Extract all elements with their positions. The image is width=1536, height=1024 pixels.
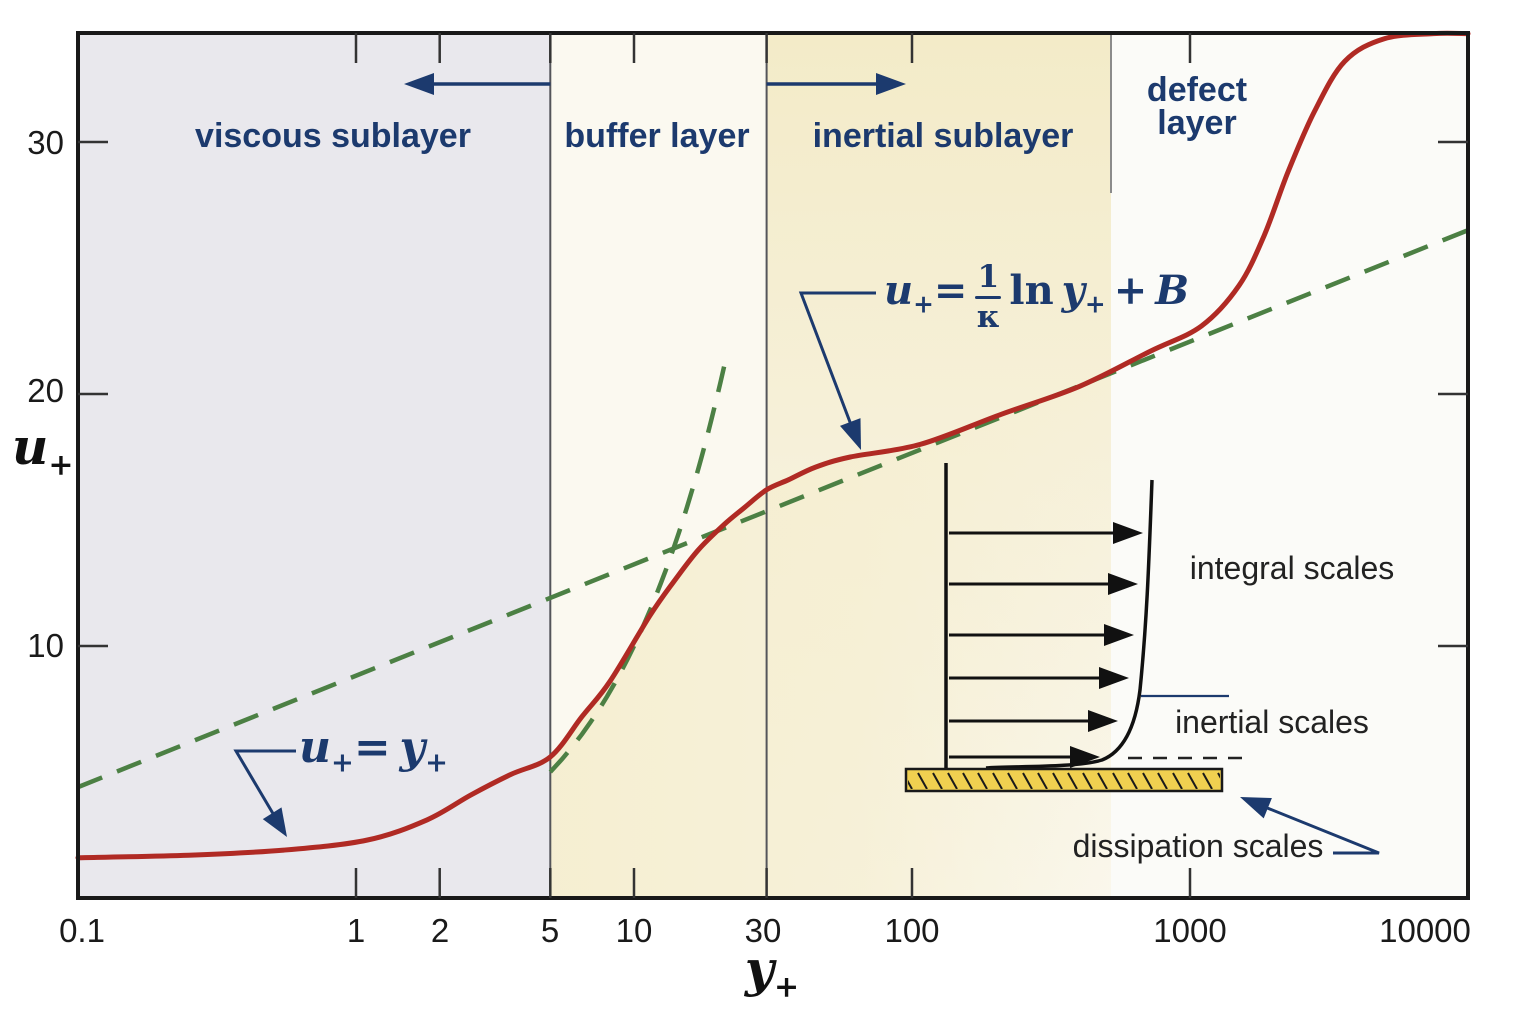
eq2-fraction: 1 κ [975,259,1002,336]
eq1-rhs: y [399,722,426,773]
equation-log-law: u+= 1 κ ln y+ + B [884,259,1190,336]
y-tick-20: 20 [27,372,64,409]
y-axis-sub: + [48,447,74,483]
equation-linear-law: u+= y+ [299,724,448,787]
eq2-tail-group: ln y+ + B [1009,266,1190,327]
y-axis-label: u+ [12,420,74,493]
y-tick-10: 10 [27,627,64,664]
inset-label-dissipation-scales: dissipation scales [1072,828,1324,864]
x-tick-1: 1 [346,912,366,949]
eq2-frac-den: κ [976,299,1001,336]
defect-layer-line2: layer [1157,104,1237,142]
defect-layer-line1: defect [1146,71,1248,109]
region-label-buffer-layer: buffer layer [564,117,750,155]
x-axis-letter: y [744,939,774,998]
inset-label-inertial-scales: inertial scales [1175,704,1369,740]
x-tick-0p1: 0.1 [59,912,105,949]
x-axis-sub: + [773,969,800,1005]
eq2-plus: + [1113,266,1148,314]
x-tick-2: 2 [430,912,450,949]
x-tick-5: 5 [540,912,560,949]
eq2-B: B [1155,266,1190,314]
inset-label-integral-scales: integral scales [1189,550,1395,586]
eq2-lhs-group: u+= [884,266,968,327]
y-tick-30: 30 [27,124,64,161]
eq2-lhs: u [884,266,914,314]
region-label-inertial-sublayer: inertial sublayer [812,117,1074,155]
eq2-arg-sub: + [1084,289,1106,319]
eq1-lhs-sub: + [331,746,354,779]
x-tick-10000: 10000 [1379,912,1471,949]
x-tick-100: 100 [884,912,940,949]
eq2-arg: y [1061,266,1085,314]
x-tick-30: 30 [744,912,782,949]
region-label-viscous-sublayer: viscous sublayer [195,117,471,155]
eq2-ln: ln [1009,266,1054,314]
eq1-equals: = [353,722,391,773]
eq1-lhs: u [299,722,331,773]
x-axis-label: y+ [722,942,822,1015]
eq1-rhs-sub: + [425,746,448,779]
eq2-frac-bar [975,296,1002,300]
eq2-lhs-sub: + [913,289,934,319]
eq2-equals: = [933,266,968,314]
x-tick-10: 10 [615,912,653,949]
y-axis-letter: u [12,417,49,476]
x-tick-1000: 1000 [1153,912,1227,949]
eq2-frac-num: 1 [977,259,1000,295]
region-label-defect-layer: defect layer [1097,71,1297,142]
